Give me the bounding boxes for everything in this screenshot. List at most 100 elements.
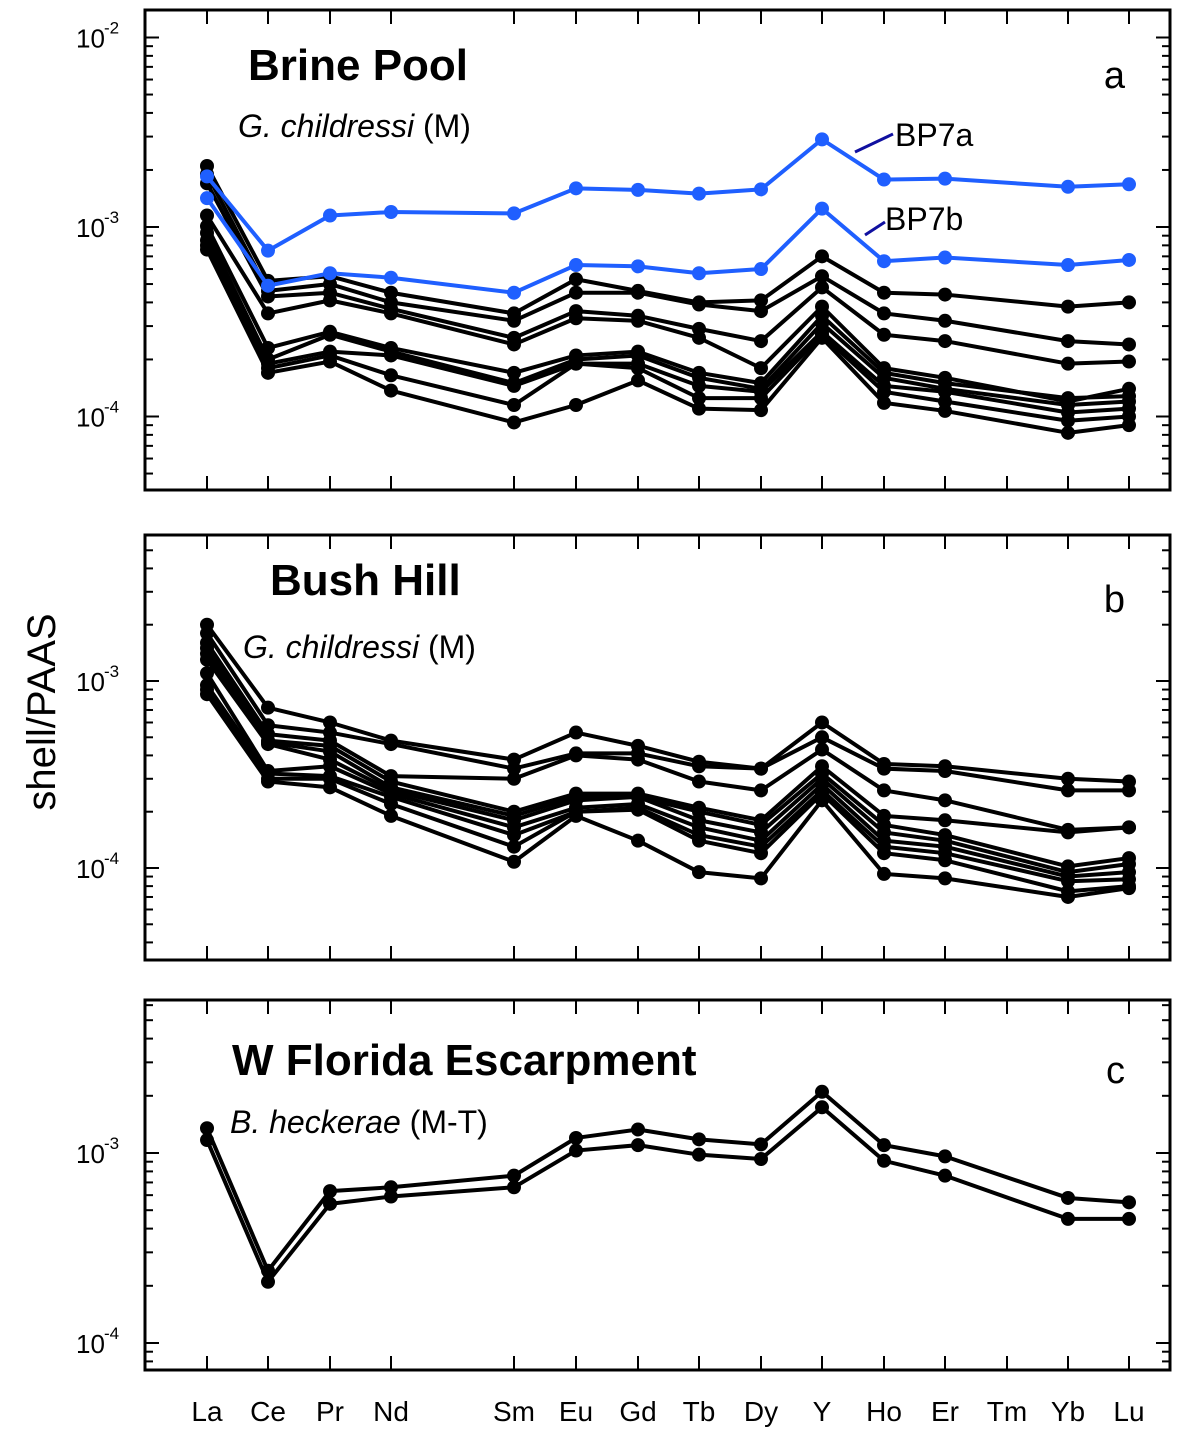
x-category-label: Y: [813, 1396, 832, 1427]
data-point: [507, 828, 521, 843]
series-group: [200, 132, 1136, 440]
data-point: [938, 1168, 952, 1183]
data-point: [877, 395, 891, 410]
data-point-BP7b: [569, 258, 583, 273]
x-category-label: Sm: [493, 1396, 535, 1427]
y-tick-exponent: -4: [104, 398, 119, 417]
data-point: [1061, 299, 1075, 314]
data-point: [1122, 354, 1136, 369]
x-category-label: Yb: [1051, 1396, 1085, 1427]
data-point: [692, 330, 706, 345]
data-point: [631, 1122, 645, 1137]
data-point: [754, 304, 768, 319]
panel-subtitle: G. childressi (M): [243, 629, 476, 665]
data-point: [938, 793, 952, 808]
series-line: [205, 652, 1130, 869]
data-point: [754, 1151, 768, 1166]
data-point: [507, 1168, 521, 1183]
data-point: [692, 833, 706, 848]
data-point-BP7a: [323, 208, 337, 223]
data-point: [877, 384, 891, 399]
data-point: [938, 334, 952, 349]
data-point: [200, 1121, 214, 1136]
data-point: [1061, 825, 1075, 840]
data-point: [877, 846, 891, 861]
data-point: [507, 397, 521, 412]
data-point: [692, 759, 706, 774]
data-point: [754, 293, 768, 308]
data-point: [1061, 771, 1075, 786]
series-line: [205, 658, 1130, 875]
data-point-BP7b: [323, 266, 337, 281]
data-point-BP7a: [938, 171, 952, 186]
data-point: [384, 808, 398, 823]
data-point: [261, 774, 275, 789]
data-point-BP7b: [754, 262, 768, 277]
data-point: [815, 793, 829, 808]
data-point: [692, 391, 706, 406]
y-axis-ticks: 10-410-310-2: [76, 19, 1170, 475]
data-point: [938, 384, 952, 399]
data-point: [692, 378, 706, 393]
data-point-BP7b: [877, 254, 891, 269]
series-line: [205, 214, 1130, 404]
data-point-BP7b: [692, 266, 706, 281]
data-point: [877, 1153, 891, 1168]
x-category-label: Eu: [559, 1396, 593, 1427]
data-point: [569, 1143, 583, 1158]
y-tick-exponent: -2: [104, 19, 119, 38]
data-point: [754, 761, 768, 776]
data-point: [1061, 356, 1075, 371]
y-tick-label: 10: [76, 854, 105, 884]
data-point-BP7a: [1122, 177, 1136, 192]
series-line: [205, 248, 1130, 435]
data-point: [815, 330, 829, 345]
data-point: [261, 365, 275, 380]
series-line: [205, 1089, 1130, 1273]
data-point: [692, 1147, 706, 1162]
data-point: [384, 1189, 398, 1204]
data-point: [200, 687, 214, 702]
x-category-label: Pr: [316, 1396, 344, 1427]
data-point: [631, 285, 645, 300]
panel-subtitle: B. heckerae (M-T): [230, 1104, 488, 1140]
x-axis-category-labels: La Ce Pr Nd Sm Eu Gd Tb Dy Y Ho Er Tm Yb Lu: [191, 1396, 1144, 1427]
series-line: [205, 1105, 1129, 1284]
data-point: [200, 1133, 214, 1148]
x-category-label: Lu: [1113, 1396, 1144, 1427]
panel-letter: a: [1104, 55, 1126, 97]
data-point: [877, 1138, 891, 1153]
y-tick-label: 10: [76, 403, 105, 433]
x-category-label: Tb: [683, 1396, 716, 1427]
plot-frame: [143, 8, 1172, 492]
data-point: [754, 361, 768, 376]
data-point-BP7b: [261, 278, 275, 293]
data-point: [1122, 1211, 1136, 1226]
y-axis-label: shell/PAAS: [20, 613, 64, 810]
y-tick-exponent: -3: [104, 1134, 119, 1153]
data-point-BP7a: [1061, 179, 1075, 194]
data-point: [815, 742, 829, 757]
data-point: [938, 853, 952, 868]
y-tick-exponent: -3: [104, 662, 119, 681]
data-point: [938, 287, 952, 302]
series-line-BP7b: [205, 196, 1130, 295]
data-point: [569, 1130, 583, 1145]
data-point: [1061, 1190, 1075, 1205]
data-point: [261, 306, 275, 321]
data-point: [754, 871, 768, 886]
data-point-BP7b: [1061, 258, 1075, 273]
species-name: B. heckerae: [230, 1104, 401, 1140]
data-point: [569, 808, 583, 823]
data-point: [815, 280, 829, 295]
data-point: [754, 846, 768, 861]
data-point: [507, 313, 521, 328]
data-point: [384, 285, 398, 300]
data-point: [507, 854, 521, 869]
x-axis-ticks: [206, 1000, 1130, 1370]
data-point: [200, 626, 214, 641]
series-line-BP7a: [205, 137, 1130, 253]
callout-label: BP7a: [895, 117, 973, 153]
